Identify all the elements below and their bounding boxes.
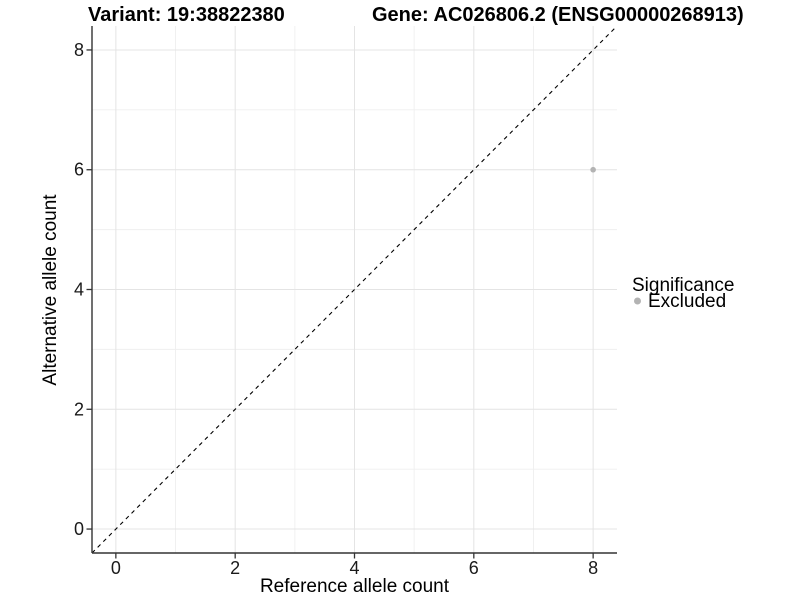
data-point [590, 166, 596, 173]
y-axis-tick-marks [86, 49, 92, 530]
x-axis-tick-labels: 0 2 4 6 8 [111, 558, 598, 578]
x-tick-label: 2 [230, 558, 240, 578]
identity-reference-line [91, 25, 618, 554]
plot-title-gene: Gene: AC026806.2 (ENSG00000268913) [372, 4, 744, 26]
y-tick-label: 8 [74, 40, 84, 60]
x-tick-label: 8 [588, 558, 598, 578]
y-axis-title: Alternative allele count [40, 194, 61, 386]
x-axis-tick-marks [115, 553, 594, 559]
legend: Significance Excluded [632, 275, 734, 312]
plot-title-variant: Variant: 19:38822380 [88, 4, 285, 26]
x-tick-label: 4 [349, 558, 359, 578]
x-axis-title: Reference allele count [260, 576, 450, 597]
x-tick-label: 6 [469, 558, 479, 578]
legend-entry-label-excluded: Excluded [648, 291, 726, 312]
legend-marker-excluded-icon [634, 297, 641, 305]
y-axis-tick-labels: 0 2 4 6 8 [74, 40, 84, 539]
legend-title: Significance [632, 275, 734, 296]
data-points-layer [590, 166, 596, 173]
y-tick-label: 6 [74, 160, 84, 180]
y-tick-label: 4 [74, 280, 84, 300]
x-tick-label: 0 [111, 558, 121, 578]
y-tick-label: 2 [74, 399, 84, 419]
y-tick-label: 0 [74, 519, 84, 539]
